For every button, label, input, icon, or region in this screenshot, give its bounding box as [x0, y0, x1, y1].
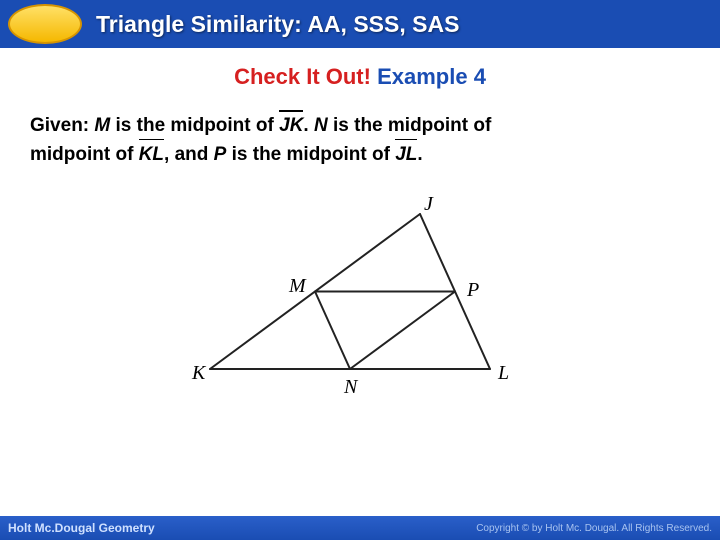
var-m: M: [94, 115, 110, 136]
footer-bar: Holt Mc.Dougal Geometry Copyright © by H…: [0, 516, 720, 540]
segment-jk: JK: [279, 112, 303, 141]
segment-kl: KL: [139, 141, 164, 170]
footer-right: Copyright © by Holt Mc. Dougal. All Righ…: [476, 523, 712, 534]
header-bar: Triangle Similarity: AA, SSS, SAS: [0, 0, 720, 48]
header-oval: [8, 4, 82, 44]
subtitle: Check It Out! Example 4: [0, 64, 720, 90]
segment-jl: JL: [395, 141, 417, 170]
vertex-label-m: M: [289, 275, 306, 298]
var-p: P: [214, 144, 227, 165]
vertex-label-j: J: [424, 193, 433, 216]
given-lead: Given:: [30, 115, 94, 136]
vertex-label-k: K: [192, 362, 205, 385]
vertex-label-l: L: [498, 362, 509, 385]
given-text: Given: M is the midpoint of JK. N is the…: [30, 112, 690, 169]
triangle-diagram: K J L M N P: [190, 189, 530, 409]
var-n: N: [314, 115, 328, 136]
subtitle-prefix: Check It Out!: [234, 64, 371, 89]
vertex-label-n: N: [344, 376, 357, 399]
vertex-label-p: P: [467, 279, 479, 302]
footer-left: Holt Mc.Dougal Geometry: [8, 521, 155, 535]
subtitle-suffix: Example 4: [377, 64, 486, 89]
page-title: Triangle Similarity: AA, SSS, SAS: [96, 11, 459, 38]
